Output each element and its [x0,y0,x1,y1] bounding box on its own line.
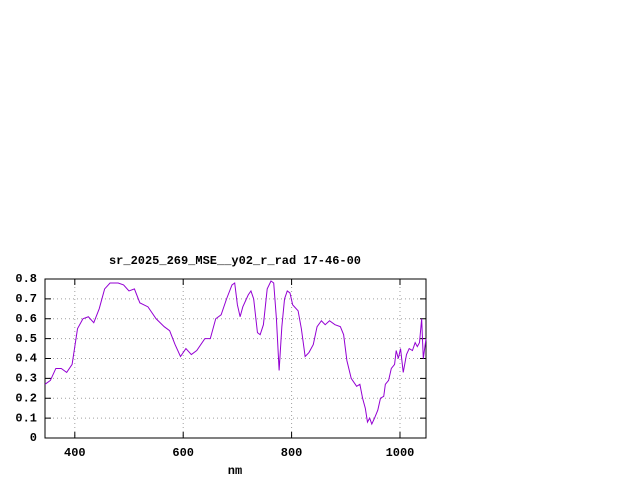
y-tick-label: 0.8 [15,272,37,286]
chart-title: sr_2025_269_MSE__y02_r_rad 17-46-00 [109,254,361,268]
x-tick-label: 600 [172,446,194,460]
x-tick-label: 1000 [386,446,415,460]
y-tick-label: 0.6 [15,312,37,326]
y-tick-label: 0.7 [15,292,37,306]
y-tick-label: 0.2 [15,391,37,405]
y-tick-label: 0.1 [15,411,37,425]
x-tick-label: 800 [281,446,303,460]
y-tick-label: 0.5 [15,332,37,346]
data-line [44,280,427,426]
y-tick-label: 0 [30,431,37,445]
y-tick-label: 0.4 [15,352,37,366]
x-axis-label: nm [228,464,242,478]
x-tick-label: 400 [64,446,86,460]
plot-border [44,278,427,439]
y-tick-label: 0.3 [15,372,37,386]
